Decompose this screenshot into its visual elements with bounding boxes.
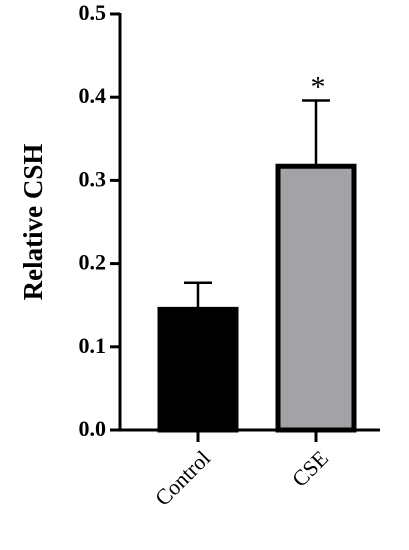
- y-axis-label: Relative CSH: [18, 144, 48, 301]
- y-tick-label: 0.0: [79, 416, 107, 441]
- y-tick-label: 0.4: [79, 83, 107, 108]
- y-tick-label: 0.3: [79, 166, 107, 191]
- x-tick-label: Control: [150, 445, 215, 510]
- annotation: *: [311, 71, 326, 104]
- y-tick-label: 0.2: [79, 250, 107, 275]
- bar: [275, 163, 357, 433]
- y-tick-label: 0.5: [79, 0, 107, 25]
- x-tick-label: CSE: [287, 445, 333, 491]
- y-tick-label: 0.1: [79, 333, 107, 358]
- bar: [157, 306, 239, 433]
